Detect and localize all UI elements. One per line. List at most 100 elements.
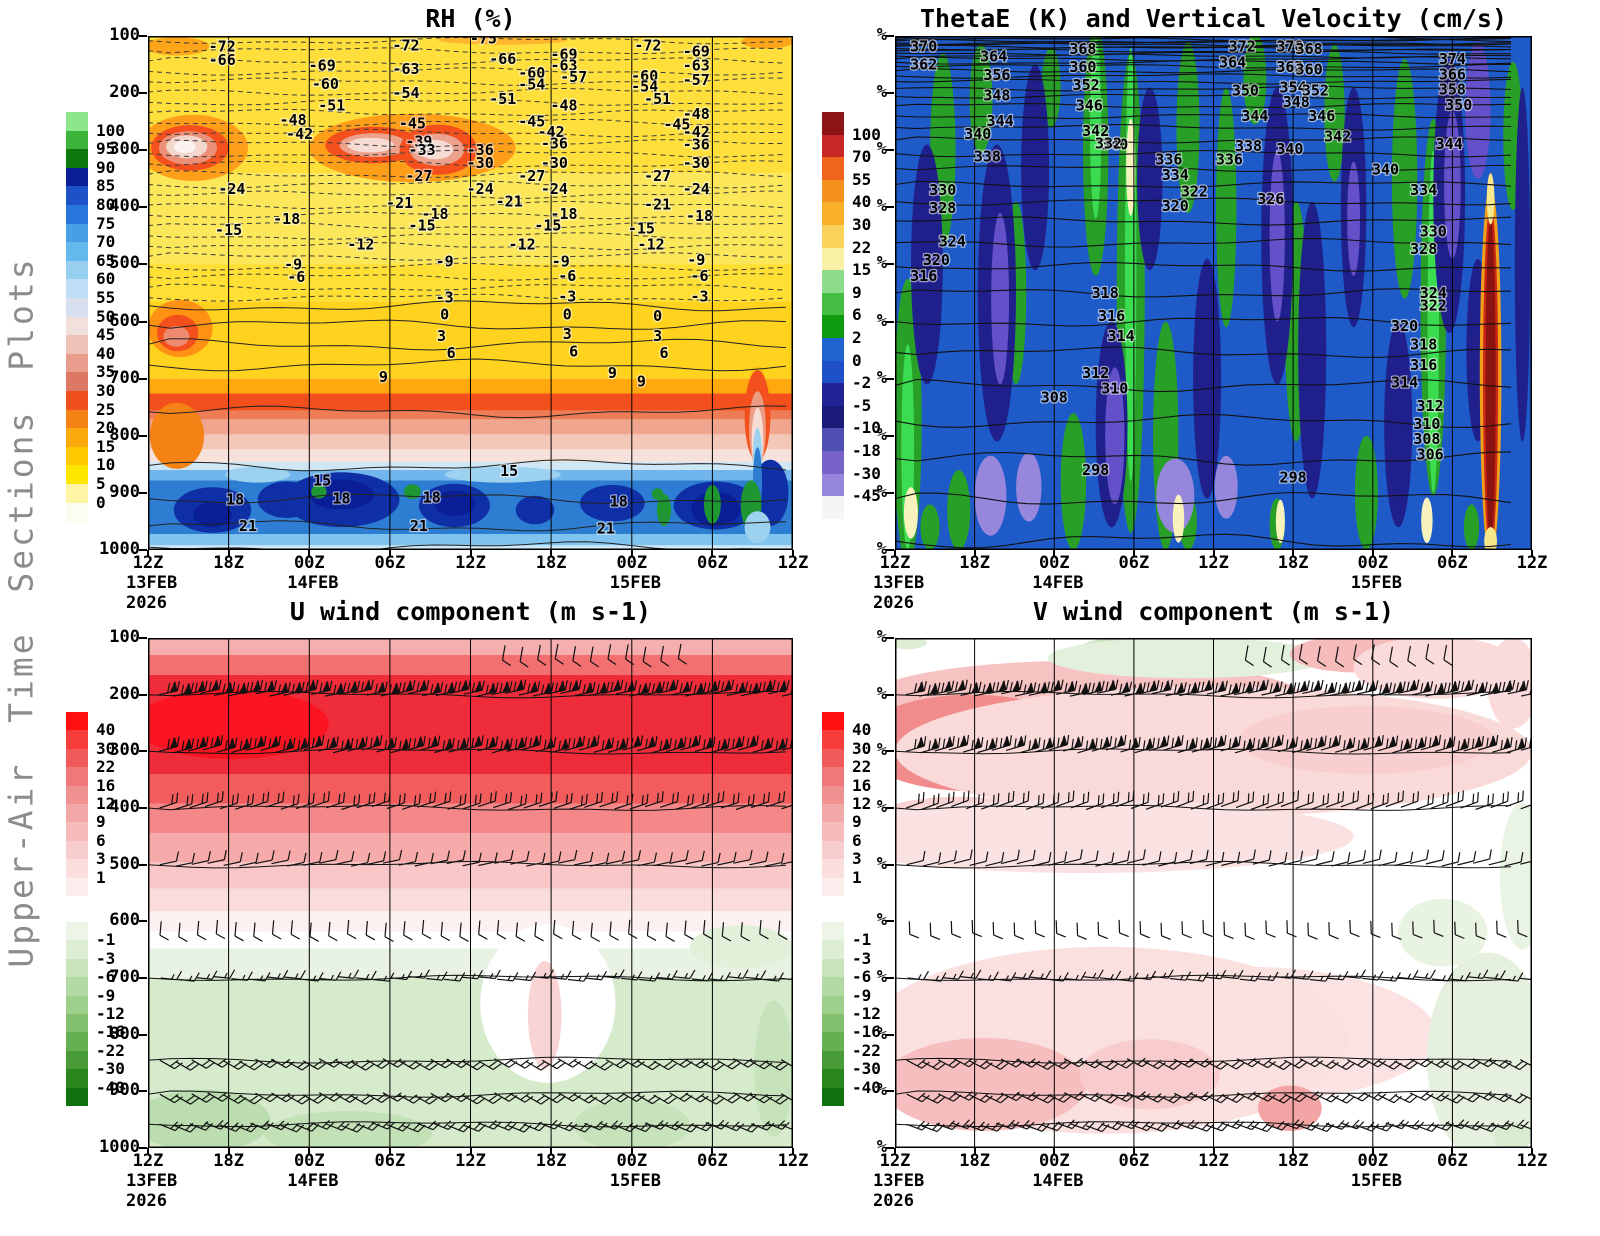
- colorbar-segment: [66, 730, 88, 750]
- svg-text:352: 352: [1302, 81, 1329, 99]
- x-axis-year-label: 2026: [873, 593, 914, 613]
- svg-text:348: 348: [983, 86, 1010, 104]
- x-axis-label: 12Z: [455, 553, 486, 573]
- svg-text:3: 3: [653, 327, 662, 345]
- svg-text:-21: -21: [644, 196, 671, 214]
- svg-text:21: 21: [410, 517, 428, 535]
- svg-text:330: 330: [929, 181, 956, 199]
- colorbar-segment: [66, 353, 88, 373]
- y-axis-label: %: [876, 139, 887, 160]
- colorbar-segment: [66, 977, 88, 997]
- colorbar-label: 15: [852, 260, 872, 280]
- colorbar-label: -9: [96, 985, 116, 1005]
- x-axis-date-label: 13FEB: [126, 1171, 178, 1191]
- svg-text:374: 374: [1439, 50, 1466, 68]
- svg-text:346: 346: [1076, 97, 1103, 115]
- colorbar-segment: [66, 223, 88, 243]
- svg-text:21: 21: [597, 519, 615, 537]
- svg-text:340: 340: [1101, 136, 1128, 154]
- svg-text:364: 364: [1219, 53, 1246, 71]
- panel-title-u: U wind component (m s-1): [289, 597, 652, 626]
- colorbar-label: 60: [96, 269, 116, 289]
- y-axis-tick: [886, 549, 894, 551]
- colorbar-segment: [66, 1087, 88, 1107]
- y-axis-tick: [139, 977, 147, 979]
- colorbar-segment: [822, 1069, 844, 1089]
- y-axis-label: %: [876, 82, 887, 103]
- x-axis-tick: [469, 550, 472, 557]
- y-axis-tick: [886, 863, 894, 866]
- colorbar-segment: [66, 112, 88, 132]
- x-axis-tick: [1292, 1148, 1295, 1155]
- x-axis-label: 06Z: [697, 553, 728, 573]
- colorbar-label: -40: [96, 1077, 125, 1097]
- x-axis-label: 18Z: [1277, 1151, 1309, 1171]
- x-axis-date-label: 14FEB: [287, 1171, 339, 1191]
- x-axis-tick: [147, 1148, 149, 1155]
- colorbar-label: -12: [96, 1004, 125, 1023]
- colorbar-segment: [822, 383, 844, 407]
- svg-text:318: 318: [1410, 335, 1437, 353]
- colorbar-segment: [822, 712, 844, 731]
- colorbar-label: 1: [96, 867, 106, 887]
- svg-text:298: 298: [1280, 469, 1307, 487]
- colorbar-segment: [822, 496, 844, 520]
- svg-text:-51: -51: [644, 90, 671, 108]
- y-axis-tick: [886, 637, 894, 639]
- colorbar-segment: [66, 205, 88, 225]
- svg-text:-66: -66: [209, 51, 236, 69]
- colorbar-segment: [66, 840, 88, 860]
- colorbar-segment: [822, 157, 844, 181]
- y-axis-tick: [139, 491, 147, 494]
- svg-text:-60: -60: [312, 75, 339, 93]
- svg-text:-54: -54: [631, 77, 658, 95]
- x-axis-label: 06Z: [374, 1151, 406, 1171]
- colorbar-segment: [66, 167, 88, 187]
- svg-text:338: 338: [1235, 137, 1262, 155]
- svg-text:18: 18: [226, 491, 244, 509]
- colorbar-segment: [822, 451, 844, 475]
- svg-text:312: 312: [1082, 364, 1109, 382]
- svg-text:344: 344: [1436, 135, 1463, 153]
- y-axis-tick: [886, 807, 894, 809]
- colorbar-segment: [822, 785, 844, 805]
- svg-text:-24: -24: [541, 180, 568, 198]
- svg-text:-57: -57: [560, 68, 587, 86]
- colorbar-segment: [66, 130, 88, 150]
- x-axis-tick: [792, 550, 794, 557]
- x-axis-label: 06Z: [1118, 1151, 1150, 1171]
- y-axis-label: 500: [109, 253, 140, 274]
- colorbar-segment: [822, 360, 844, 384]
- svg-text:-45: -45: [518, 113, 545, 131]
- colorbar-label: 30: [852, 738, 872, 758]
- colorbar-segment: [66, 1069, 88, 1089]
- colorbar-segment: [66, 298, 88, 318]
- y-axis-tick: [886, 977, 894, 979]
- svg-text:-48: -48: [280, 111, 307, 129]
- svg-text:-3: -3: [690, 287, 708, 305]
- colorbar-label: 2: [852, 328, 862, 347]
- x-axis-tick: [388, 1148, 391, 1155]
- svg-text:316: 316: [910, 267, 937, 285]
- x-axis-date-label: 15FEB: [609, 573, 661, 593]
- x-axis-tick: [1132, 550, 1135, 557]
- x-axis-tick: [1531, 1148, 1533, 1155]
- colorbar-segment: [822, 859, 844, 879]
- x-axis-label: 00Z: [1038, 553, 1070, 573]
- svg-text:21: 21: [239, 517, 257, 535]
- svg-text:-69: -69: [550, 45, 577, 63]
- y-axis-label: %: [876, 797, 887, 817]
- x-axis-label: 12Z: [879, 1151, 911, 1171]
- x-axis-tick: [308, 550, 311, 557]
- y-axis-label: 300: [109, 139, 140, 160]
- x-axis-tick: [792, 1148, 794, 1155]
- colorbar-label: -16: [852, 1022, 881, 1042]
- svg-text:6: 6: [569, 342, 578, 360]
- x-axis-label: 00Z: [616, 553, 648, 573]
- colorbar-segment: [822, 270, 844, 294]
- svg-text:-15: -15: [215, 221, 242, 239]
- colorbar-segment: [66, 502, 88, 522]
- svg-text:-21: -21: [386, 194, 413, 212]
- colorbar-segment: [66, 260, 88, 280]
- svg-text:352: 352: [1073, 76, 1100, 94]
